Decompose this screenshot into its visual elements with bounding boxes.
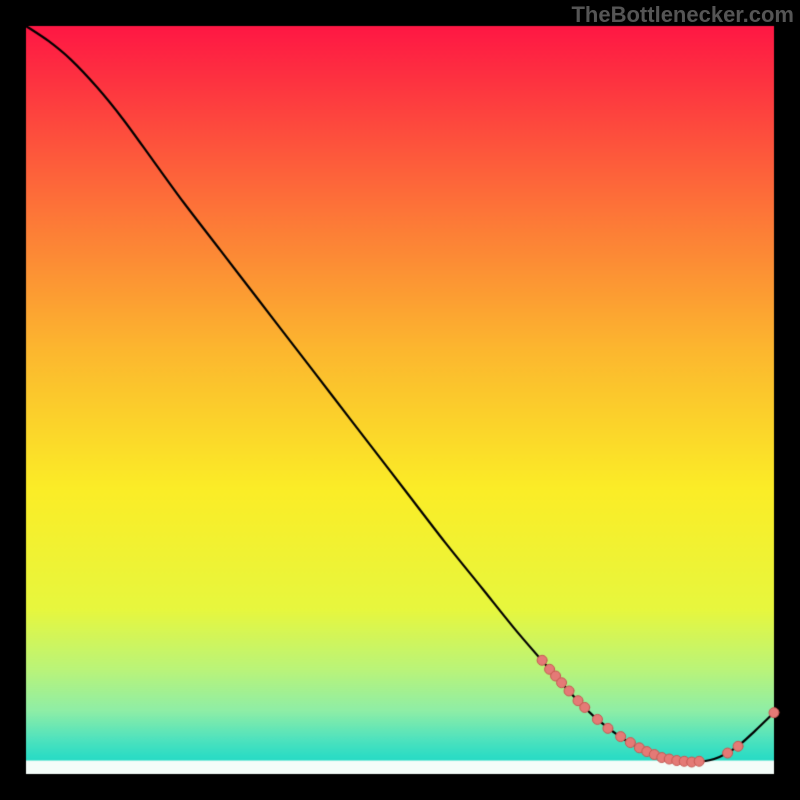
chart-stage: TheBottlenecker.com bbox=[0, 0, 800, 800]
bottleneck-chart-canvas bbox=[0, 0, 800, 800]
watermark-label: TheBottlenecker.com bbox=[571, 2, 794, 28]
